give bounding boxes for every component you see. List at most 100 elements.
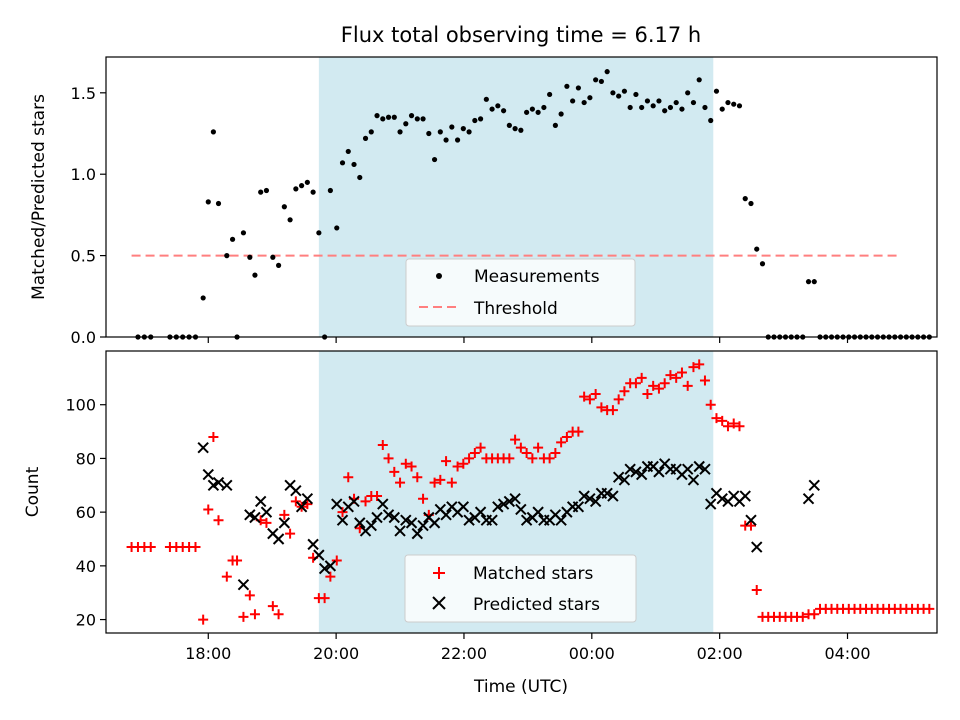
x-tick-label: 22:00 xyxy=(441,644,487,663)
measurement-point xyxy=(362,135,369,141)
matched-star-point xyxy=(208,431,219,442)
measurement-point xyxy=(304,179,310,185)
matched-star-point xyxy=(400,458,411,469)
top-legend: Measurements Threshold xyxy=(405,258,636,327)
matched-star-point xyxy=(659,378,670,389)
measurement-point xyxy=(604,69,610,75)
predicted-star-points xyxy=(197,441,820,591)
matched-star-point xyxy=(510,434,521,445)
legend-matched-marker xyxy=(433,567,445,579)
measurement-point xyxy=(593,77,599,83)
matched-star-point xyxy=(676,367,687,378)
measurement-point xyxy=(258,189,264,195)
measurement-point xyxy=(345,148,351,155)
measurement-point xyxy=(633,91,639,98)
predicted-star-point xyxy=(331,498,343,510)
measurement-point xyxy=(731,101,737,107)
predicted-star-point xyxy=(221,479,233,491)
measurement-point xyxy=(696,77,702,83)
matched-star-point xyxy=(267,601,278,612)
predicted-star-point xyxy=(394,525,406,537)
y-tick-label: 40 xyxy=(76,557,96,576)
measurement-point xyxy=(518,127,524,133)
matched-star-point xyxy=(924,603,935,614)
matched-star-point xyxy=(527,453,538,464)
matched-star-point xyxy=(412,472,423,483)
matched-star-point xyxy=(797,611,808,622)
measurement-point xyxy=(742,196,748,202)
measurement-point xyxy=(351,161,357,168)
matched-star-point xyxy=(671,372,682,383)
measurement-point xyxy=(535,109,541,115)
predicted-star-point xyxy=(705,498,717,510)
matched-star-point xyxy=(561,431,572,442)
matched-star-point xyxy=(145,542,156,553)
bottom-panel-y-label: Count xyxy=(23,466,43,517)
matched-star-point xyxy=(464,453,475,464)
measurement-point xyxy=(466,129,472,135)
matched-star-point xyxy=(705,399,716,410)
measurement-point xyxy=(621,88,628,94)
predicted-star-point xyxy=(324,560,337,572)
y-tick-label: 0.5 xyxy=(71,247,96,266)
measurement-point xyxy=(391,114,397,120)
x-axis-label: Time (UTC) xyxy=(473,677,568,697)
measurement-point xyxy=(575,85,581,91)
matched-star-point xyxy=(584,394,595,405)
measurement-point xyxy=(205,199,211,205)
measurement-point xyxy=(708,117,714,124)
matched-star-point xyxy=(343,472,354,483)
matched-star-point xyxy=(238,611,249,622)
matched-star-point xyxy=(203,504,214,515)
measurement-point xyxy=(357,174,363,181)
matched-star-point xyxy=(751,585,762,596)
predicted-star-point xyxy=(348,495,360,508)
predicted-star-point xyxy=(260,506,273,518)
predicted-star-point xyxy=(301,493,314,505)
matched-star-point xyxy=(418,493,429,504)
measurement-point xyxy=(748,200,754,207)
matched-star-point xyxy=(728,418,739,429)
predicted-star-point xyxy=(745,514,757,526)
measurement-point xyxy=(310,189,316,195)
bottom-legend-box xyxy=(404,554,637,623)
matched-star-point xyxy=(613,394,624,405)
matched-star-point xyxy=(458,458,469,469)
measurement-point xyxy=(426,130,432,137)
matched-star-point xyxy=(699,375,710,386)
predicted-star-point xyxy=(278,517,291,529)
measurement-point xyxy=(541,104,547,111)
bottom-panel-x-ticks: 18:00 20:00 22:00 00:00 02:00 04:00 xyxy=(185,633,871,663)
measurement-point xyxy=(247,254,253,260)
predicted-star-point xyxy=(411,527,424,540)
measurement-point xyxy=(685,90,691,96)
predicted-star-point xyxy=(417,519,429,532)
matched-star-point xyxy=(452,461,463,472)
measurement-point xyxy=(719,106,725,112)
matched-star-point xyxy=(406,461,417,472)
predicted-star-point xyxy=(618,474,631,486)
predicted-star-point xyxy=(584,493,596,505)
chart-title: Flux total observing time = 6.17 h xyxy=(341,23,701,47)
measurement-point xyxy=(334,225,340,231)
y-tick-label: 20 xyxy=(76,611,96,630)
predicted-star-point xyxy=(295,501,308,513)
predicted-star-point xyxy=(371,511,383,524)
predicted-star-point xyxy=(492,501,504,513)
predicted-star-point xyxy=(716,493,728,505)
measurement-point xyxy=(229,236,236,242)
predicted-star-point xyxy=(377,498,389,510)
predicted-star-point xyxy=(555,514,567,526)
predicted-star-point xyxy=(290,484,302,497)
predicted-star-point xyxy=(808,479,820,491)
matched-star-point xyxy=(579,391,590,402)
measurement-point xyxy=(616,93,622,99)
measurement-point xyxy=(215,200,222,207)
measurement-point xyxy=(408,113,415,119)
measurement-point xyxy=(673,99,679,106)
predicted-star-point xyxy=(249,511,261,524)
measurement-point xyxy=(449,124,455,130)
matched-star-point xyxy=(429,477,440,488)
measurement-point xyxy=(327,187,333,194)
